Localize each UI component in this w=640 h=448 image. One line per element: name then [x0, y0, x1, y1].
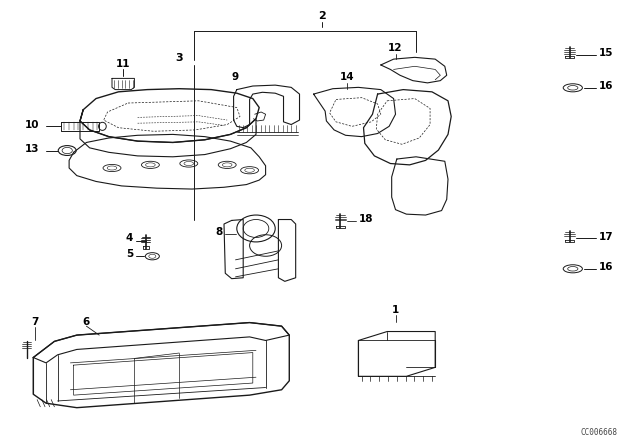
Text: 1: 1 — [392, 305, 399, 315]
Text: 2: 2 — [318, 11, 326, 21]
Text: 11: 11 — [116, 59, 130, 69]
Text: 15: 15 — [598, 48, 613, 58]
Text: 9: 9 — [232, 72, 239, 82]
Text: 6: 6 — [83, 317, 90, 327]
Text: 17: 17 — [598, 232, 613, 241]
Text: 12: 12 — [388, 43, 403, 53]
Text: 16: 16 — [598, 81, 613, 91]
Text: 14: 14 — [340, 72, 354, 82]
Text: 4: 4 — [125, 233, 133, 243]
Text: 16: 16 — [598, 262, 613, 272]
Text: 18: 18 — [358, 214, 373, 224]
Text: 10: 10 — [24, 120, 39, 129]
Text: 8: 8 — [216, 227, 223, 237]
Text: 3: 3 — [175, 53, 183, 63]
Text: CC006668: CC006668 — [580, 428, 618, 437]
Text: 13: 13 — [24, 144, 39, 154]
Text: 5: 5 — [126, 250, 133, 259]
Text: 7: 7 — [31, 317, 39, 327]
